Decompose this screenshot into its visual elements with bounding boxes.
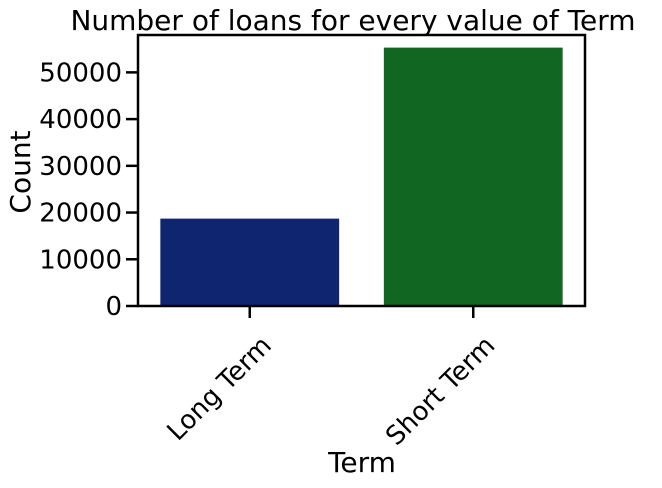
x-ticks: Long Term Short Term <box>162 306 501 452</box>
x-axis-label: Term <box>327 446 396 479</box>
y-tick-label: 20000 <box>39 199 122 229</box>
bars-layer <box>160 47 563 307</box>
y-tick-label: 40000 <box>39 105 122 135</box>
x-tick-label: Long Term <box>162 331 278 447</box>
y-ticks: 0 10000 20000 30000 40000 50000 <box>39 58 138 322</box>
y-tick-label: 30000 <box>39 152 122 182</box>
y-axis-label: Count <box>4 130 37 213</box>
y-tick-label: 10000 <box>39 245 122 275</box>
bar-short-term <box>383 47 563 307</box>
plot-frame <box>136 33 587 308</box>
y-tick-label: 0 <box>105 292 122 322</box>
x-tick-label: Short Term <box>380 331 501 452</box>
chart-title: Number of loans for every value of Term <box>70 4 635 37</box>
bar-long-term <box>160 218 340 306</box>
y-tick-label: 50000 <box>39 58 122 88</box>
